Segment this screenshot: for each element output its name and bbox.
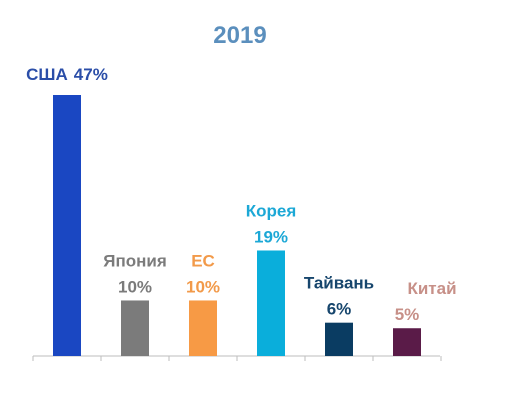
bar-2-rect: [121, 300, 149, 356]
bar-3-rect: [189, 300, 217, 356]
category-label-2: Япония: [103, 251, 167, 270]
bar-4-rect: [257, 250, 285, 356]
category-label-6: Китай: [407, 279, 456, 298]
category-label-4: Корея: [246, 201, 297, 220]
bar-1-rect: [53, 95, 81, 356]
value-label-6: 5%: [395, 305, 420, 324]
category-label-5: Тайвань: [304, 274, 374, 293]
value-label-2: 10%: [118, 277, 152, 296]
value-label-4: 19%: [254, 227, 288, 246]
value-label-3: 10%: [186, 277, 220, 296]
category-label-1: США: [26, 65, 68, 84]
bar-5-rect: [325, 322, 353, 356]
bar-6-rect: [393, 328, 421, 356]
category-label-3: ЕС: [191, 251, 215, 270]
value-label-5: 6%: [327, 300, 352, 319]
chart-title: 2019: [213, 22, 266, 49]
category-value-label-1: США 47%: [26, 65, 108, 84]
value-label-1: 47%: [74, 65, 108, 84]
